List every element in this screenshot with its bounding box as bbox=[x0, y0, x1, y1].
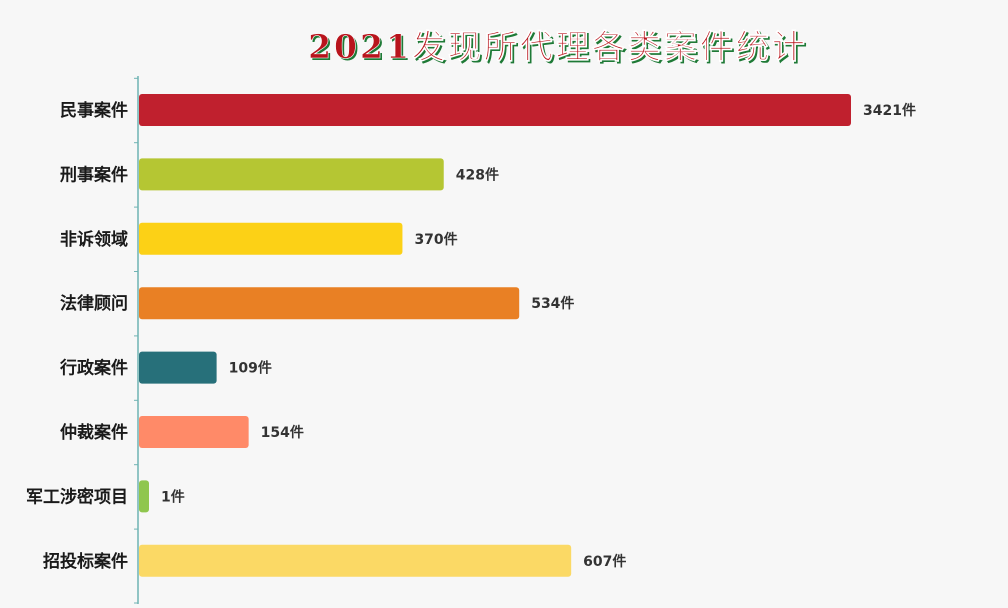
category-label: 刑事案件 bbox=[60, 164, 128, 185]
category-label: 仲裁案件 bbox=[60, 422, 128, 443]
value-label: 1件 bbox=[161, 488, 185, 505]
value-label: 428件 bbox=[456, 166, 499, 183]
category-label: 民事案件 bbox=[60, 100, 128, 121]
bar-8 bbox=[139, 545, 571, 577]
bar-2 bbox=[139, 158, 444, 190]
chart-title: 2021发现所代理各类案件统计 bbox=[308, 27, 808, 66]
category-label: 法律顾问 bbox=[60, 293, 128, 314]
bar-chart-svg: 2021发现所代理各类案件统计2021发现所代理各类案件统计 民事案件 3421件… bbox=[0, 0, 1008, 608]
value-label: 109件 bbox=[229, 360, 272, 377]
bar-5 bbox=[139, 352, 217, 384]
bar-3 bbox=[139, 223, 402, 255]
bar-1 bbox=[139, 94, 851, 126]
category-label: 招投标案件 bbox=[43, 551, 128, 572]
value-label: 607件 bbox=[583, 553, 626, 570]
bar-4 bbox=[139, 287, 519, 319]
category-label: 非诉领域 bbox=[60, 229, 128, 250]
category-label: 行政案件 bbox=[59, 358, 128, 379]
category-label: 军工涉密项目 bbox=[26, 486, 128, 507]
value-label: 3421件 bbox=[863, 102, 916, 119]
chart: 2021发现所代理各类案件统计 2021发现所代理各类案件统计 民事案件 3421件… bbox=[0, 0, 1008, 608]
bar-7 bbox=[139, 480, 149, 512]
value-label: 534件 bbox=[531, 295, 574, 312]
value-label: 370件 bbox=[414, 231, 457, 248]
bar-6 bbox=[139, 416, 249, 448]
value-label: 154件 bbox=[261, 424, 304, 441]
